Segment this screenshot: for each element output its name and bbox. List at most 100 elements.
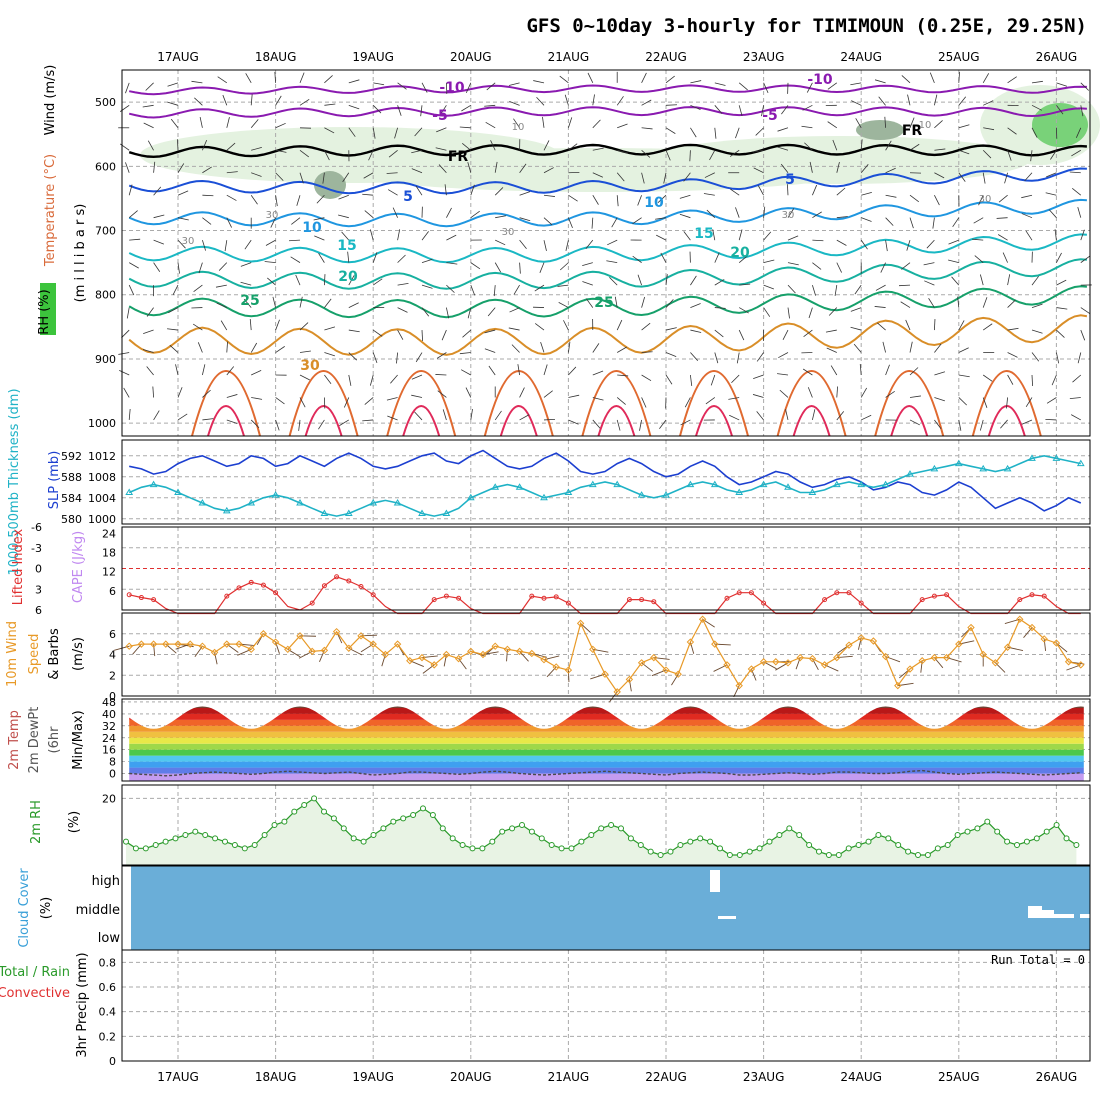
wind-ylabel-line3: & Barbs <box>47 628 62 680</box>
wind-barb <box>324 326 336 331</box>
wind-barb <box>617 346 627 353</box>
isotherm-label: -5 <box>762 108 778 124</box>
wind-speed-point <box>747 665 756 673</box>
rh-point <box>875 832 882 838</box>
rh-point <box>222 838 228 845</box>
wind-barb <box>343 397 350 408</box>
rh-point <box>420 805 426 812</box>
temp-tick-label: 0 <box>109 768 116 781</box>
wind-barb <box>438 164 447 174</box>
wind-barb <box>982 172 986 184</box>
wind-barb <box>763 82 769 94</box>
rh-point <box>142 845 149 852</box>
isotherm-label: -10 <box>807 72 833 88</box>
thickness-point <box>540 493 548 501</box>
thickness-point <box>613 480 622 488</box>
wind-barb <box>226 171 238 174</box>
wind-barb <box>348 79 360 84</box>
wind-barb <box>923 262 935 266</box>
wind-barb <box>129 238 141 241</box>
isotherm--10 <box>129 84 1087 96</box>
wind-barb <box>299 149 310 158</box>
wind-barb <box>827 82 838 90</box>
wind-tick-label: 0 <box>109 690 116 703</box>
rh-point <box>1063 835 1070 842</box>
wind-barb <box>519 387 525 398</box>
wind-barb <box>517 364 520 376</box>
wind-barb <box>392 207 398 218</box>
surface-wind-barb <box>920 660 923 673</box>
wind-barb <box>958 96 967 106</box>
wind-barb <box>958 397 967 406</box>
wind-barb <box>274 71 276 83</box>
thickness-tick-label: 592 <box>61 450 82 463</box>
wind-barb <box>812 184 818 196</box>
temp-band <box>129 731 1084 738</box>
thickness-tick-label: 584 <box>61 492 82 505</box>
wind-barb <box>728 397 740 400</box>
wind-speed-point <box>674 670 682 678</box>
wind-barb <box>494 187 504 196</box>
wind-barb <box>934 419 942 429</box>
wind-barb <box>874 306 886 308</box>
wind-barb <box>1051 374 1057 386</box>
wind-barb <box>809 161 813 173</box>
date-label-top: 19AUG <box>352 50 394 64</box>
wind-barb <box>250 194 258 205</box>
wind-barb <box>616 96 624 106</box>
rh-point <box>271 822 278 828</box>
lifted-index-point <box>1041 593 1047 599</box>
rh-point <box>954 832 961 838</box>
wind-barb <box>948 259 959 264</box>
wind-barb <box>709 150 716 161</box>
rh-point <box>449 835 456 842</box>
wind-barb <box>446 284 455 293</box>
wind-speed-point <box>418 653 426 662</box>
rh-point <box>459 842 466 848</box>
pressure-tick-label: 700 <box>95 225 116 238</box>
wind-barb <box>467 307 472 319</box>
wind-barb <box>665 274 668 286</box>
wind-barb <box>827 121 838 129</box>
isotherm-35 <box>874 370 945 437</box>
wind-barb <box>197 342 203 353</box>
rh-point <box>717 845 723 852</box>
wind-barb <box>470 210 480 219</box>
isotherm-40 <box>304 405 343 437</box>
wind-barb <box>679 213 691 219</box>
wind-speed-point <box>320 646 329 655</box>
rh-point <box>360 838 367 845</box>
cloud-level-label: low <box>98 931 121 946</box>
cloud-level-label: high <box>92 874 120 889</box>
wind-barb <box>860 139 863 151</box>
wind-barb <box>143 329 154 335</box>
wind-barb <box>128 408 131 420</box>
rh-point <box>627 835 634 842</box>
wind-barb <box>683 172 691 182</box>
pressure-axis-label: (m i l l i b a r s) <box>73 204 88 303</box>
wind-barb <box>641 172 645 184</box>
rh-point <box>825 852 832 858</box>
wind-barb <box>226 366 235 376</box>
wind-barb <box>484 348 496 353</box>
wind-barb <box>1070 414 1081 421</box>
wind-barb <box>1031 329 1043 334</box>
wind-barb <box>435 147 447 151</box>
wind-barb <box>982 323 993 331</box>
wind-barb <box>934 94 938 106</box>
wind-barb <box>191 80 203 84</box>
wind-barb <box>998 194 1008 203</box>
thickness-point <box>442 509 451 516</box>
wind-barb <box>275 195 278 207</box>
panel-frame-temp <box>121 698 1091 782</box>
rh-point <box>608 822 615 828</box>
wind-barb <box>251 172 262 177</box>
lifted-index-point <box>370 592 376 598</box>
wind-barb <box>487 307 496 317</box>
rh-point <box>637 842 644 848</box>
wind-barb <box>763 231 772 241</box>
temp-band <box>129 761 1084 768</box>
wind-barb <box>1002 252 1008 263</box>
wind-speed-point <box>942 653 951 662</box>
wind-barb <box>177 163 185 173</box>
